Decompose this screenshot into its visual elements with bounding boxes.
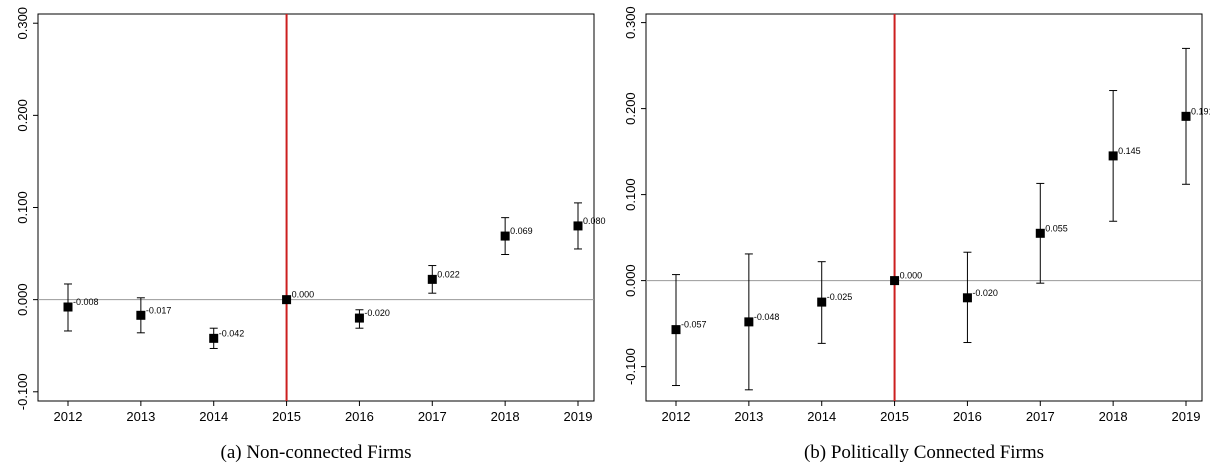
point-marker <box>1181 111 1191 121</box>
data-label: -0.017 <box>146 305 172 315</box>
y-tick-label: 0.000 <box>15 283 30 316</box>
data-label: 0.191 <box>1191 106 1210 116</box>
data-label: -0.057 <box>681 320 707 330</box>
x-tick-label: 2014 <box>807 409 836 424</box>
data-label: -0.020 <box>972 288 998 298</box>
data-label: 0.055 <box>1045 223 1068 233</box>
y-tick-label: -0.100 <box>623 348 638 385</box>
point-marker <box>1108 151 1118 161</box>
x-tick-label: 2015 <box>880 409 909 424</box>
plot-frame <box>645 13 1203 402</box>
y-tick-label: 0.300 <box>623 6 638 39</box>
x-tick-label: 2016 <box>953 409 982 424</box>
data-label: -0.025 <box>827 292 853 302</box>
x-tick-label: 2014 <box>199 409 228 424</box>
point-marker <box>573 221 583 231</box>
data-label: 0.022 <box>437 269 460 279</box>
x-tick-label: 2012 <box>662 409 691 424</box>
y-tick-label: 0.100 <box>623 178 638 211</box>
data-label: -0.008 <box>73 297 99 307</box>
x-tick-label: 2015 <box>272 409 301 424</box>
point-marker <box>671 325 681 335</box>
data-label: 0.069 <box>510 226 533 236</box>
panel-caption: (a) Non-connected Firms <box>221 442 412 463</box>
data-label: -0.020 <box>364 308 390 318</box>
point-marker <box>744 317 754 327</box>
x-tick-label: 2013 <box>734 409 763 424</box>
x-tick-label: 2017 <box>418 409 447 424</box>
data-label: -0.042 <box>219 328 245 338</box>
y-tick-label: 0.200 <box>623 92 638 125</box>
data-label: 0.145 <box>1118 146 1141 156</box>
x-tick-label: 2019 <box>1172 409 1201 424</box>
plot-frame <box>37 13 595 402</box>
y-tick-label: 0.000 <box>623 264 638 297</box>
x-tick-label: 2017 <box>1026 409 1055 424</box>
x-tick-label: 2016 <box>345 409 374 424</box>
point-marker <box>209 333 219 343</box>
point-marker <box>817 297 827 307</box>
y-tick-label: 0.200 <box>15 99 30 132</box>
point-marker <box>136 310 146 320</box>
x-tick-label: 2012 <box>54 409 83 424</box>
x-tick-label: 2018 <box>1099 409 1128 424</box>
panel-politically-connected: -0.100 0.000 0.100 0.200 0.300 2012 2013 2014 20… <box>623 6 1210 463</box>
data-label: 0.000 <box>900 271 923 281</box>
data-label: 0.000 <box>292 290 315 300</box>
point-marker <box>427 274 437 284</box>
point-marker <box>500 231 510 241</box>
y-tick-label: -0.100 <box>15 373 30 410</box>
y-tick-label: 0.100 <box>15 191 30 224</box>
panel-non-connected: -0.100 0.000 0.100 0.200 0.300 2012 2013 2014 20… <box>15 7 606 463</box>
point-marker <box>282 295 292 305</box>
data-label: 0.080 <box>583 216 606 226</box>
panel-caption: (b) Politically Connected Firms <box>804 442 1044 463</box>
y-tick-label: 0.300 <box>15 7 30 40</box>
point-marker <box>962 293 972 303</box>
x-tick-label: 2013 <box>126 409 155 424</box>
point-marker <box>1035 228 1045 238</box>
point-marker <box>63 302 73 312</box>
point-marker <box>354 313 364 323</box>
x-tick-label: 2018 <box>491 409 520 424</box>
data-label: -0.048 <box>754 312 780 322</box>
point-marker <box>890 276 900 286</box>
x-tick-label: 2019 <box>564 409 593 424</box>
